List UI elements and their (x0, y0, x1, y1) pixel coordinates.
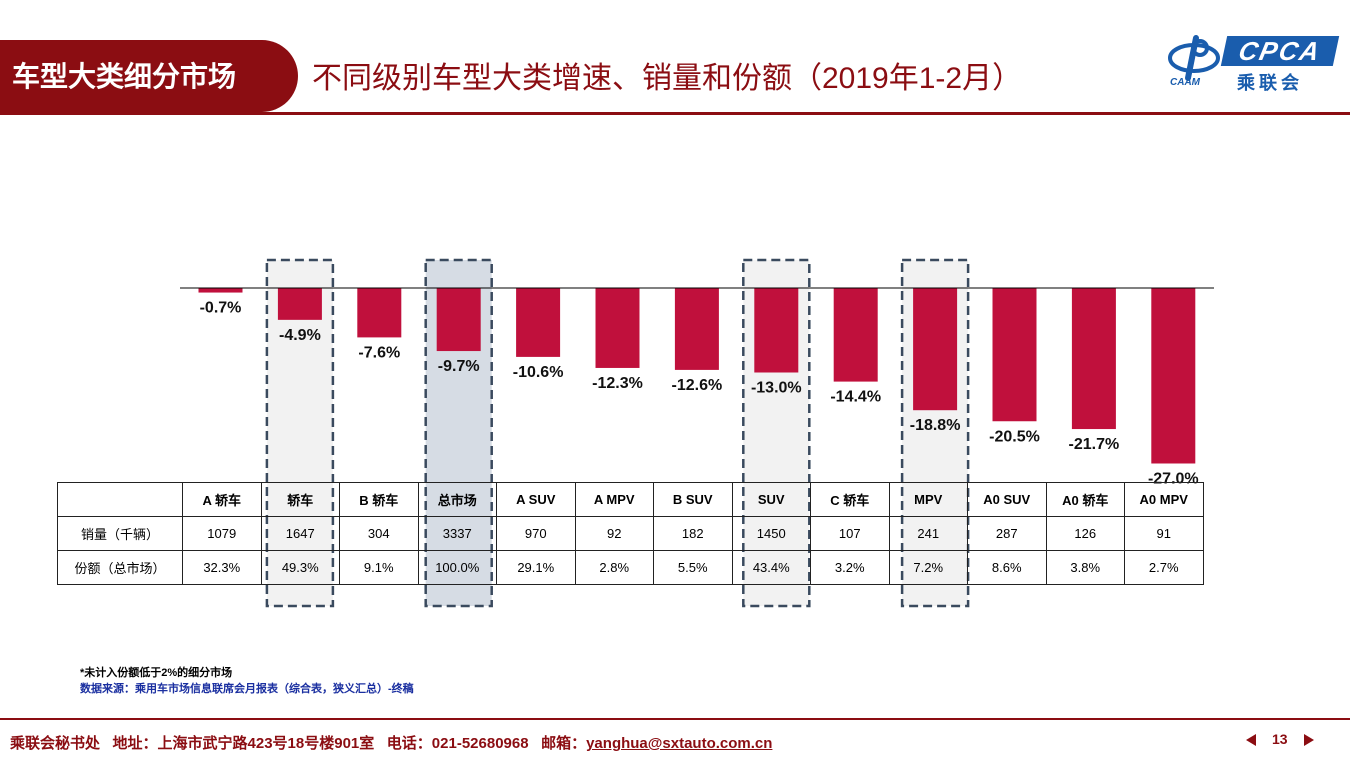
column-header: B SUV (653, 482, 733, 517)
sales-cell: 304 (339, 516, 419, 551)
share-cell: 100.0% (417, 550, 497, 585)
bar-series (198, 288, 1196, 464)
table-header-row: A 轿车 轿车 B 轿车 总市场 A SUV A MPV B SUV SUV C 轿车 MPV A0… (57, 482, 1204, 517)
bar-value-label: -12.3% (592, 375, 643, 392)
bar (357, 288, 402, 338)
bar (1151, 288, 1196, 464)
bar-value-label: -7.6% (358, 344, 400, 361)
share-cell: 3.8% (1045, 550, 1125, 585)
column-header: A MPV (574, 482, 654, 517)
share-cell: 32.3% (182, 550, 262, 585)
share-cell: 9.1% (339, 550, 419, 585)
sales-cell: 126 (1045, 516, 1125, 551)
bar (754, 288, 799, 373)
page-number: 13 (1272, 731, 1288, 747)
footnote-threshold: *未计入份额低于2%的细分市场 (80, 667, 233, 679)
bar (913, 288, 958, 411)
bar-value-label: -13.0% (751, 380, 802, 397)
cpca-logo: CPCA 乘联会 CAAM (1162, 32, 1344, 94)
prev-page-icon[interactable] (1246, 734, 1256, 746)
share-cell: 8.6% (967, 550, 1047, 585)
header-divider (0, 112, 1350, 115)
bar-value-labels: -0.7% -4.9% -7.6% -9.7% -10.6% -12.3% -12.6% -1… (200, 300, 1199, 488)
bar-value-label: -12.6% (672, 377, 723, 394)
sales-cell: 970 (496, 516, 576, 551)
bar (277, 288, 322, 320)
bar-value-label: -20.5% (989, 428, 1040, 445)
bar-value-label: -18.8% (910, 417, 961, 434)
sales-cell: 287 (967, 516, 1047, 551)
sales-cell: 1079 (182, 516, 262, 551)
share-cell: 2.8% (574, 550, 654, 585)
row-header-share: 份额（总市场） (57, 550, 183, 585)
sales-cell: 241 (888, 516, 968, 551)
next-page-icon[interactable] (1304, 734, 1314, 746)
footer-divider (0, 718, 1350, 720)
table-corner-cell (57, 482, 183, 517)
bar-value-label: -0.7% (200, 300, 242, 317)
column-header: 总市场 (417, 482, 497, 517)
footer-email-label: 邮箱： (541, 735, 587, 752)
share-cell: 3.2% (810, 550, 890, 585)
footer-email-link[interactable]: yanghua@sxtauto.com.cn (586, 735, 773, 752)
footnote-source: 数据来源：乘用车市场信息联席会月报表（综合表，狭义汇总）-终稿 (80, 683, 414, 695)
share-cell: 43.4% (731, 550, 811, 585)
sales-cell: 92 (574, 516, 654, 551)
section-tab (0, 40, 298, 112)
table-row-sales: 销量（千辆） 1079 1647 304 3337 970 92 182 1450 107 241… (57, 516, 1204, 551)
column-header: C 轿车 (810, 482, 890, 517)
share-cell: 5.5% (653, 550, 733, 585)
column-header: 轿车 (260, 482, 340, 517)
slide-header: 车型大类细分市场 不同级别车型大类增速、销量和份额（2019年1-2月） CPC… (0, 0, 1350, 118)
sales-cell: 3337 (417, 516, 497, 551)
bar (595, 288, 640, 368)
bar-value-label: -4.9% (279, 327, 321, 344)
bar (516, 288, 561, 357)
caam-emblem-icon (1168, 35, 1220, 81)
logo-caam-text: CAAM (1170, 77, 1200, 88)
row-header-sales: 销量（千辆） (57, 516, 183, 551)
footer-contact: 乘联会秘书处 地址：上海市武宁路423号18号楼901室 电话：021-5268… (10, 732, 772, 753)
bar-value-label: -9.7% (438, 358, 480, 375)
share-cell: 7.2% (888, 550, 968, 585)
sales-cell: 91 (1124, 516, 1204, 551)
footer-address: 地址：上海市武宁路423号18号楼901室 (112, 735, 375, 752)
bar (1071, 288, 1116, 430)
bar (833, 288, 878, 382)
sales-share-table: A 轿车 轿车 B 轿车 总市场 A SUV A MPV B SUV SUV C 轿车 MPV A0… (57, 482, 1204, 585)
column-header: A SUV (496, 482, 576, 517)
column-header: MPV (888, 482, 968, 517)
share-cell: 29.1% (496, 550, 576, 585)
logo-cn-text: 乘联会 (1237, 73, 1303, 93)
bar-value-label: -21.7% (1069, 436, 1120, 453)
footer-phone: 电话：021-52680968 (386, 735, 529, 752)
footer-org: 乘联会秘书处 (10, 735, 101, 752)
slide-title: 不同级别车型大类增速、销量和份额（2019年1-2月） (312, 62, 1023, 95)
bar-value-label: -10.6% (513, 364, 564, 381)
bar-value-label: -14.4% (830, 389, 881, 406)
bar (992, 288, 1037, 422)
column-header: A 轿车 (182, 482, 262, 517)
bar (674, 288, 719, 370)
column-header: SUV (731, 482, 811, 517)
column-header: A0 MPV (1124, 482, 1204, 517)
column-header: A0 轿车 (1045, 482, 1125, 517)
table-row-share: 份额（总市场） 32.3% 49.3% 9.1% 100.0% 29.1% 2.8% 5.5… (57, 550, 1204, 585)
sales-cell: 182 (653, 516, 733, 551)
share-cell: 49.3% (260, 550, 340, 585)
column-header: B 轿车 (339, 482, 419, 517)
pager: 13 (1242, 730, 1322, 752)
sales-cell: 1647 (260, 516, 340, 551)
column-header: A0 SUV (967, 482, 1047, 517)
bar (198, 288, 243, 293)
share-cell: 2.7% (1124, 550, 1204, 585)
sales-cell: 1450 (731, 516, 811, 551)
section-title: 车型大类细分市场 (12, 61, 237, 92)
sales-cell: 107 (810, 516, 890, 551)
bar (436, 288, 481, 352)
